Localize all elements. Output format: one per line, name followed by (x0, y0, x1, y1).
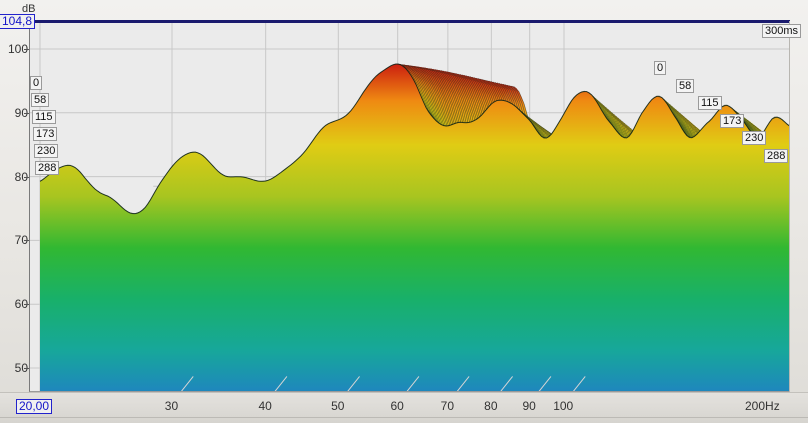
time-axis-label-left: 115 (32, 110, 56, 124)
y-axis-tick-mark (24, 112, 29, 114)
x-axis-tick-label: 30 (164, 399, 179, 413)
waterfall-plot-area[interactable] (29, 21, 790, 392)
x-axis-tick-label: 90 (522, 399, 536, 413)
x-axis-tick-label: 70 (440, 399, 455, 413)
y-max-value-box[interactable]: 104,8 (0, 14, 36, 29)
max-level-line (29, 20, 790, 23)
time-axis-label-left: 230 (34, 144, 59, 158)
y-axis-tick-label: 70 (14, 233, 28, 248)
waterfall-surface-svg (29, 21, 790, 392)
x-axis-tick-label: 60 (390, 399, 404, 413)
y-axis-tick-mark (24, 304, 29, 306)
y-axis-tick-mark (24, 368, 29, 369)
time-axis-label-right: 58 (676, 78, 695, 93)
y-axis-tick-label: 90 (14, 105, 28, 120)
y-axis-tick-mark (24, 49, 29, 50)
bottom-axis-strip (0, 393, 808, 423)
x-axis-tick-label: 50 (331, 399, 345, 413)
time-max-label: 300ms (762, 24, 802, 38)
y-axis-tick-mark (24, 176, 29, 178)
time-axis-label-left: 173 (33, 127, 58, 141)
y-axis-title: dB (22, 3, 36, 15)
time-axis-label-right: 230 (742, 131, 767, 145)
y-axis-tick-label: 60 (14, 297, 28, 312)
time-axis-label-right: 288 (764, 148, 789, 163)
y-axis-tick-label: 100 (7, 42, 28, 56)
x-axis-tick-label: 80 (484, 399, 498, 413)
right-separator (789, 21, 790, 392)
time-axis-label-left: 0 (30, 76, 43, 90)
time-axis-label-right: 115 (698, 96, 722, 110)
bottom-axis-underline (0, 417, 808, 418)
time-axis-label-left: 288 (35, 161, 60, 175)
x-axis-unit-label: 200Hz (745, 399, 780, 413)
x-axis-tick-label: 40 (258, 399, 272, 413)
y-axis-tick-label: 80 (14, 169, 28, 184)
bottom-separator (0, 392, 808, 393)
y-axis-tick-label: 50 (14, 361, 28, 375)
x-axis-tick-label: 100 (553, 399, 574, 413)
x-min-value-box[interactable]: 20,00 (16, 399, 53, 414)
time-axis-label-right: 173 (720, 113, 745, 128)
time-axis-label-left: 58 (31, 93, 50, 107)
y-axis-tick-mark (24, 240, 29, 242)
time-axis-label-right: 0 (654, 61, 667, 75)
